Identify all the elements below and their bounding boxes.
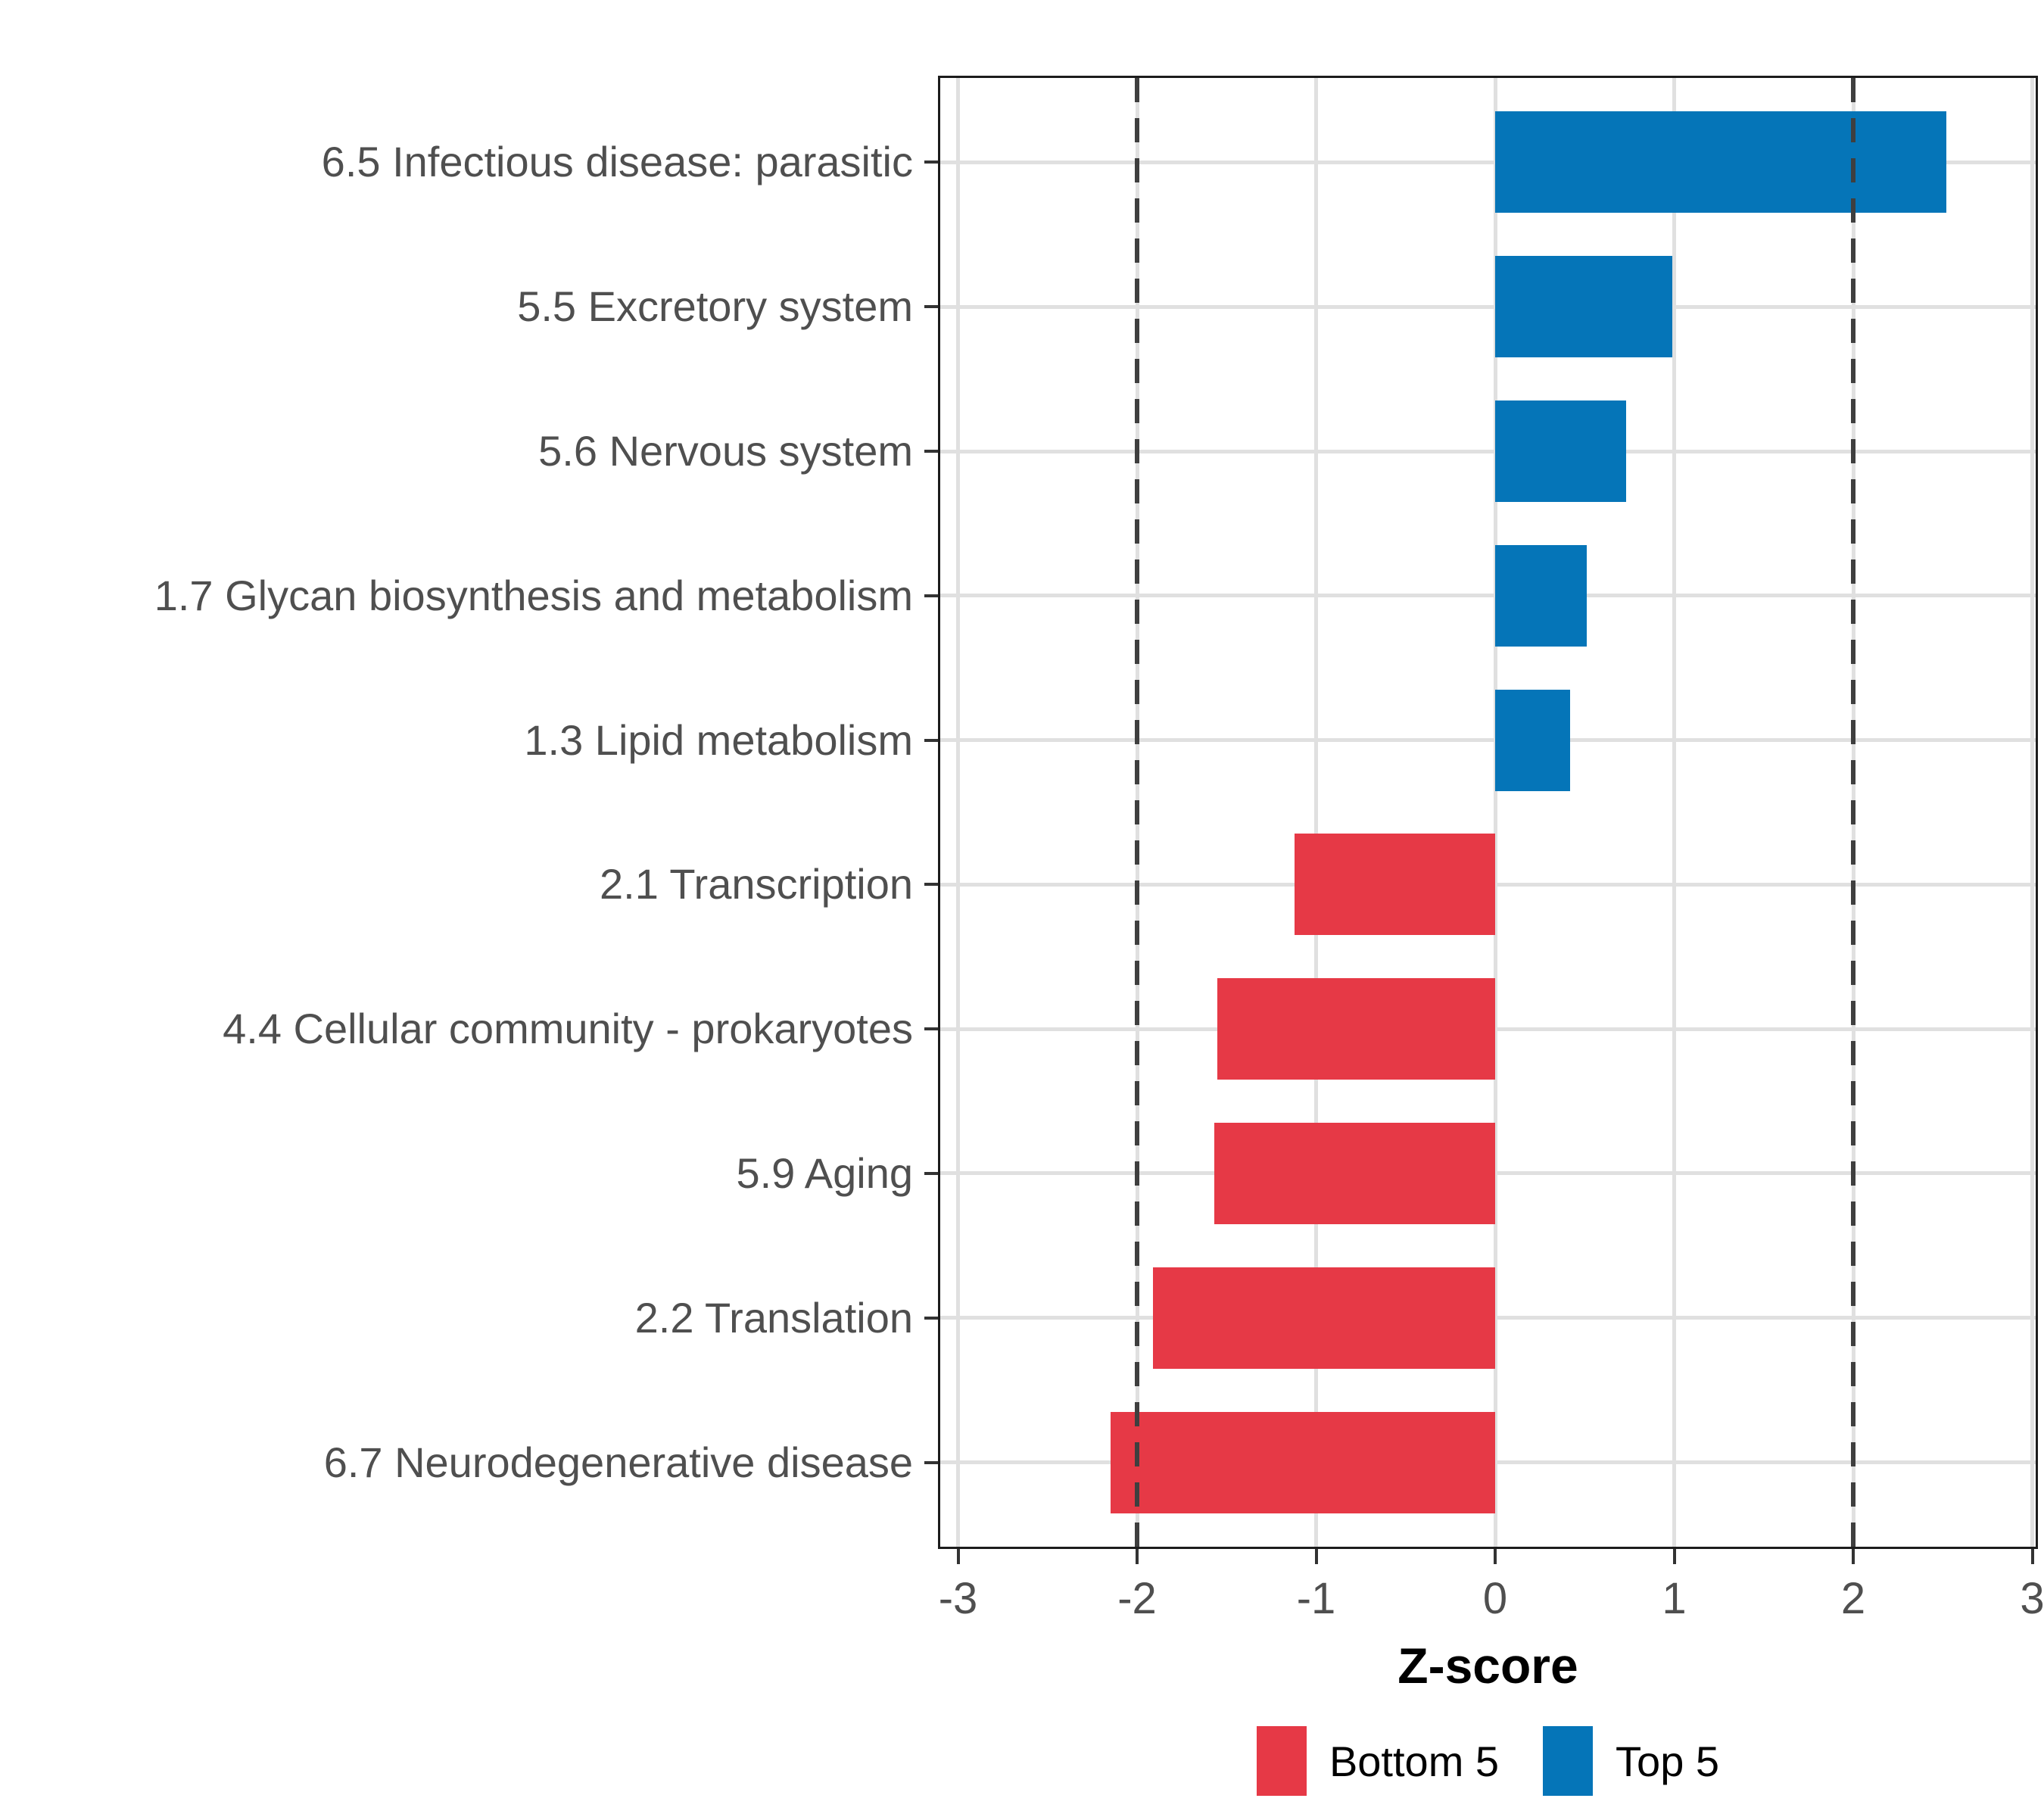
x-tick-label--3: -3 [938,1574,978,1623]
gridline-y-2 [940,449,2036,453]
gridline-x-3 [2030,78,2034,1547]
x-tick-label-2: 2 [1840,1574,1866,1623]
gridline-y-3 [940,594,2036,598]
category-label-9: 6.7 Neurodegenerative disease [323,1438,913,1486]
category-label-2: 5.6 Nervous system [538,427,913,475]
x-tick-label-0: 0 [1482,1574,1508,1623]
x-tick-label-1: 1 [1662,1574,1687,1623]
bar-1 [1495,256,1673,358]
bar-5 [1295,834,1495,936]
gridline-y-1 [940,304,2036,309]
y-tick-4 [924,738,938,742]
y-tick-8 [924,1316,938,1320]
x-tick--1 [1314,1549,1318,1564]
legend-label-bottom-5: Bottom 5 [1329,1737,1500,1785]
bar-7 [1214,1122,1495,1224]
category-label-5: 2.1 Transcription [600,860,913,908]
bar-0 [1495,111,1946,213]
y-tick-6 [924,1027,938,1031]
reference-line--2 [1135,78,1139,1547]
legend-key-top-5-swatch [1543,1726,1594,1796]
x-tick-label--1: -1 [1296,1574,1336,1623]
x-tick-label--2: -2 [1117,1574,1157,1623]
gridline-x-1 [1672,78,1676,1547]
category-label-1: 5.5 Excretory system [517,282,913,331]
y-tick-2 [924,450,938,453]
legend-label-top-5: Top 5 [1616,1737,1720,1785]
bar-6 [1217,978,1495,1080]
y-tick-0 [924,161,938,164]
gridline-x-0 [1493,78,1497,1547]
x-tick-label-3: 3 [2020,1574,2044,1623]
x-axis-title: Z-score [1397,1638,1578,1694]
bar-4 [1495,689,1571,791]
gridline-x--3 [956,78,960,1547]
x-tick-1 [1672,1549,1676,1564]
category-label-6: 4.4 Cellular community - prokaryotes [223,1005,913,1053]
y-tick-9 [924,1460,938,1464]
legend-entry-bottom-5: Bottom 5 [1256,1726,1500,1796]
category-label-3: 1.7 Glycan biosynthesis and metabolism [154,571,913,619]
y-tick-5 [924,883,938,887]
gridline-x--1 [1314,78,1318,1547]
category-label-7: 5.9 Aging [736,1148,913,1197]
gridline-y-0 [940,160,2036,164]
y-tick-7 [924,1171,938,1175]
x-tick--2 [1136,1549,1139,1564]
bar-8 [1153,1267,1495,1369]
bar-9 [1110,1411,1495,1513]
y-tick-3 [924,594,938,597]
bar-3 [1495,544,1587,647]
category-label-0: 6.5 Infectious disease: parasitic [321,138,913,186]
category-label-8: 2.2 Translation [634,1293,913,1342]
x-tick--3 [956,1549,960,1564]
x-tick-0 [1494,1549,1497,1564]
category-label-4: 1.3 Lipid metabolism [524,715,913,764]
x-tick-3 [2030,1549,2034,1564]
legend-key-bottom-5-swatch [1256,1726,1307,1796]
gridline-y-4 [940,738,2036,743]
x-tick-2 [1852,1549,1855,1564]
reference-line-2 [1851,78,1855,1547]
bar-2 [1495,400,1626,503]
legend-entry-top-5: Top 5 [1543,1726,1719,1796]
y-tick-1 [924,305,938,309]
legend: Bottom 5 Top 5 [938,1726,2038,1796]
